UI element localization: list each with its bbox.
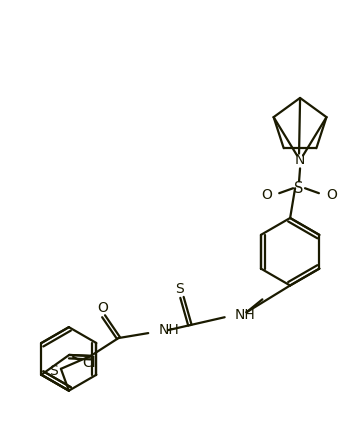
Text: S: S <box>50 364 58 378</box>
Text: N: N <box>295 153 305 167</box>
Text: NH: NH <box>158 323 179 337</box>
Text: S: S <box>294 181 304 196</box>
Text: NH: NH <box>234 308 255 322</box>
Text: S: S <box>176 283 184 296</box>
Text: Cl: Cl <box>82 356 96 370</box>
Text: O: O <box>97 301 108 315</box>
Text: O: O <box>261 188 272 202</box>
Text: O: O <box>326 188 337 202</box>
